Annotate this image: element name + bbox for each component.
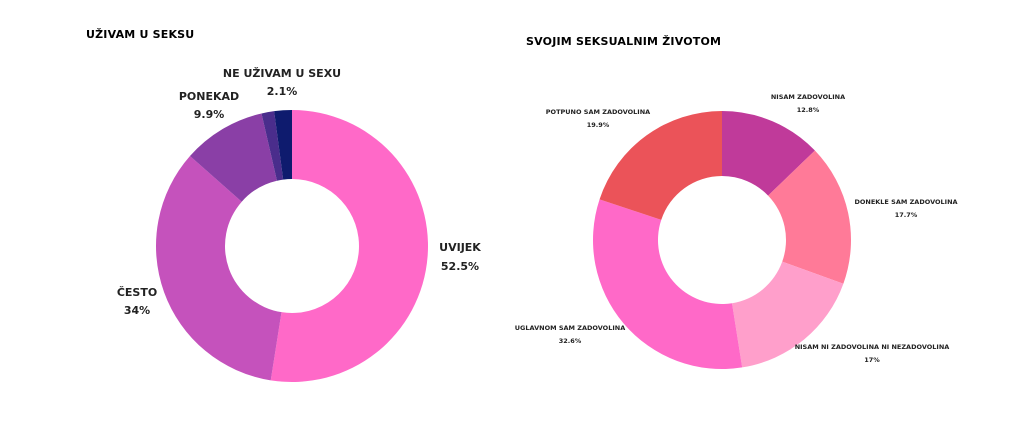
chart2-label-ni-ni: NISAM NI ZADOVOLINA NI NEZADOVOLINA: [795, 343, 950, 351]
chart1-labels: UVIJEK 52.5% ČESTO 34% PONEKAD 9.9% NE U…: [117, 67, 481, 317]
chart1-value-cesto: 34%: [124, 304, 150, 317]
chart2-label-potpuno: POTPUNO SAM ZADOVOLINA: [546, 108, 650, 116]
chart1-label-ponekad: PONEKAD: [179, 90, 239, 103]
chart1-value-uvijek: 52.5%: [441, 260, 479, 273]
chart1-title: UŽIVAM U SEKSU: [86, 28, 194, 41]
chart2-labels: NISAM ZADOVOLINA 12.8% DONEKLE SAM ZADOV…: [515, 93, 958, 364]
chart2-value-nisam: 12.8%: [797, 106, 820, 114]
chart1-value-ne-uzivam: 2.1%: [267, 85, 298, 98]
chart2-slice-4: [593, 199, 743, 370]
chart2-slice-3: [732, 261, 844, 368]
chart1-slice-1: [270, 110, 428, 382]
chart1-label-ne-uzivam: NE UŽIVAM U SEXU: [223, 67, 341, 80]
chart-enjoy-sex: UŽIVAM U SEKSU UVIJEK 52.5% ČESTO 34% PO…: [86, 28, 481, 382]
chart2-slice-2: [768, 150, 851, 284]
chart2-value-potpuno: 19.9%: [587, 121, 610, 129]
chart2-label-donekle: DONEKLE SAM ZADOVOLINA: [854, 198, 957, 206]
chart1-slices: [155, 110, 428, 382]
chart1-label-uvijek: UVIJEK: [439, 241, 481, 254]
chart2-value-uglavnom: 32.6%: [559, 337, 582, 345]
chart2-value-donekle: 17.7%: [895, 211, 918, 219]
chart2-value-ni-ni: 17%: [864, 356, 880, 364]
chart2-slice-5: [599, 111, 722, 220]
chart1-label-cesto: ČESTO: [117, 286, 157, 299]
chart1-slice-3: [189, 113, 277, 202]
chart1-slice-2: [155, 156, 282, 381]
chart1-value-ponekad: 9.9%: [194, 108, 225, 121]
chart-sex-life: SVOJIM SEKSUALNIM ŽIVOTOM NISAM ZADOVOLI…: [515, 35, 958, 370]
chart2-label-uglavnom: UGLAVNOM SAM ZADOVOLINA: [515, 324, 625, 332]
chart1-slice-4: [261, 111, 284, 181]
chart1-slice-5: [274, 110, 292, 180]
chart2-slices: [593, 111, 851, 370]
chart2-slice-1: [722, 111, 815, 196]
chart2-label-nisam: NISAM ZADOVOLINA: [771, 93, 845, 101]
chart2-title: SVOJIM SEKSUALNIM ŽIVOTOM: [526, 35, 721, 48]
